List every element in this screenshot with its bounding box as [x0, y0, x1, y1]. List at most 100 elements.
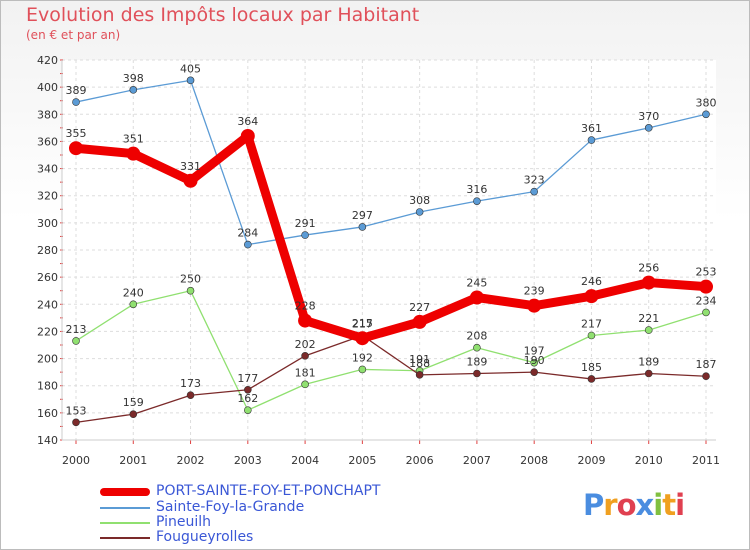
data-label: 189 [466, 356, 487, 369]
data-label: 331 [180, 160, 201, 173]
x-tick-label: 2002 [177, 454, 205, 467]
legend-label-pineuilh: Pineuilh [156, 514, 212, 530]
data-point [358, 223, 367, 231]
data-label: 188 [409, 357, 430, 370]
x-tick-label: 2010 [635, 454, 663, 467]
chart-title: Evolution des Impôts locaux par Habitant [26, 4, 420, 26]
data-label: 308 [409, 194, 430, 207]
data-label: 208 [466, 330, 487, 343]
data-point [72, 98, 80, 106]
series-line-0 [75, 79, 707, 246]
data-label: 215 [352, 317, 373, 330]
data-point [129, 300, 138, 309]
data-point [473, 343, 481, 352]
data-label: 202 [295, 338, 316, 351]
y-tick-label: 320 [37, 190, 58, 203]
x-tick-label: 2011 [692, 454, 720, 467]
data-point [69, 141, 83, 156]
data-point [186, 391, 195, 400]
y-tick-label: 160 [37, 407, 58, 420]
logo-letter: i [653, 488, 663, 522]
legend-swatch-port [100, 488, 150, 496]
data-label: 159 [123, 396, 144, 409]
data-label: 240 [123, 286, 144, 299]
data-label: 217 [581, 318, 602, 331]
legend-label-sainte-foy: Sainte-Foy-la-Grande [156, 499, 305, 515]
data-point [527, 298, 542, 313]
data-point [126, 146, 141, 161]
legend-swatch-pineuilh [100, 522, 150, 524]
data-point [644, 369, 653, 378]
chart-subtitle: (en € et par an) [26, 28, 121, 42]
data-label: 197 [524, 345, 545, 358]
data-point [186, 76, 195, 85]
data-point [641, 275, 656, 290]
data-point [473, 369, 481, 378]
data-label: 177 [237, 372, 258, 385]
y-tick-label: 340 [37, 163, 58, 176]
data-point [530, 368, 538, 376]
data-label: 405 [180, 62, 201, 75]
data-label: 181 [295, 366, 316, 379]
data-label: 380 [696, 96, 717, 109]
data-label: 323 [524, 174, 545, 187]
data-point [129, 410, 138, 419]
data-label: 227 [409, 301, 430, 314]
data-point [530, 187, 538, 196]
logo-letter: P [583, 488, 604, 522]
data-label: 213 [66, 323, 87, 336]
y-tick-label: 240 [37, 298, 58, 311]
y-tick-label: 180 [37, 380, 58, 393]
data-label: 398 [123, 72, 144, 85]
data-label: 153 [66, 404, 87, 417]
data-point [530, 358, 538, 367]
logo-letter: i [675, 488, 685, 522]
data-label: 389 [66, 84, 87, 97]
data-label: 185 [581, 361, 602, 374]
x-tick-label: 2009 [577, 454, 605, 467]
y-tick-label: 400 [37, 81, 58, 94]
y-tick-label: 260 [37, 271, 58, 284]
data-label: 246 [581, 275, 602, 288]
data-label: 370 [638, 110, 659, 123]
series-line-3 [71, 131, 711, 343]
data-point [473, 197, 481, 205]
data-label: 217 [352, 318, 373, 331]
data-label: 291 [295, 217, 316, 230]
data-point [129, 86, 138, 94]
y-tick-label: 380 [37, 108, 58, 121]
data-point [186, 286, 195, 295]
x-tick-label: 2004 [291, 454, 319, 467]
series-line-1 [75, 290, 707, 411]
x-tick-label: 2005 [348, 454, 376, 467]
y-tick-label: 360 [37, 135, 58, 148]
data-point [469, 290, 484, 305]
x-tick-label: 2003 [234, 454, 262, 467]
data-point [301, 352, 309, 360]
data-point [587, 375, 596, 383]
data-label: 239 [524, 285, 545, 298]
data-point [355, 331, 370, 346]
data-point [244, 240, 252, 249]
data-point [240, 129, 255, 143]
data-label: 297 [352, 209, 373, 222]
y-tick-label: 300 [37, 217, 58, 230]
data-point [584, 289, 599, 304]
y-tick-label: 200 [37, 353, 58, 366]
legend-swatch-sainte-foy [100, 507, 150, 509]
y-tick-label: 420 [37, 54, 58, 67]
x-tick-label: 2007 [463, 454, 491, 467]
x-tick-label: 2001 [119, 454, 147, 467]
data-point [298, 313, 313, 328]
data-point [244, 406, 252, 414]
data-point [358, 365, 367, 374]
x-tick-label: 2000 [62, 454, 90, 467]
data-point [644, 124, 653, 132]
data-label: 364 [237, 115, 258, 128]
data-label: 284 [237, 227, 258, 240]
logo-letter: r [603, 488, 617, 522]
logo-letter: t [662, 488, 676, 522]
data-label: 221 [638, 312, 659, 325]
data-point [72, 418, 80, 427]
data-point [72, 337, 80, 345]
